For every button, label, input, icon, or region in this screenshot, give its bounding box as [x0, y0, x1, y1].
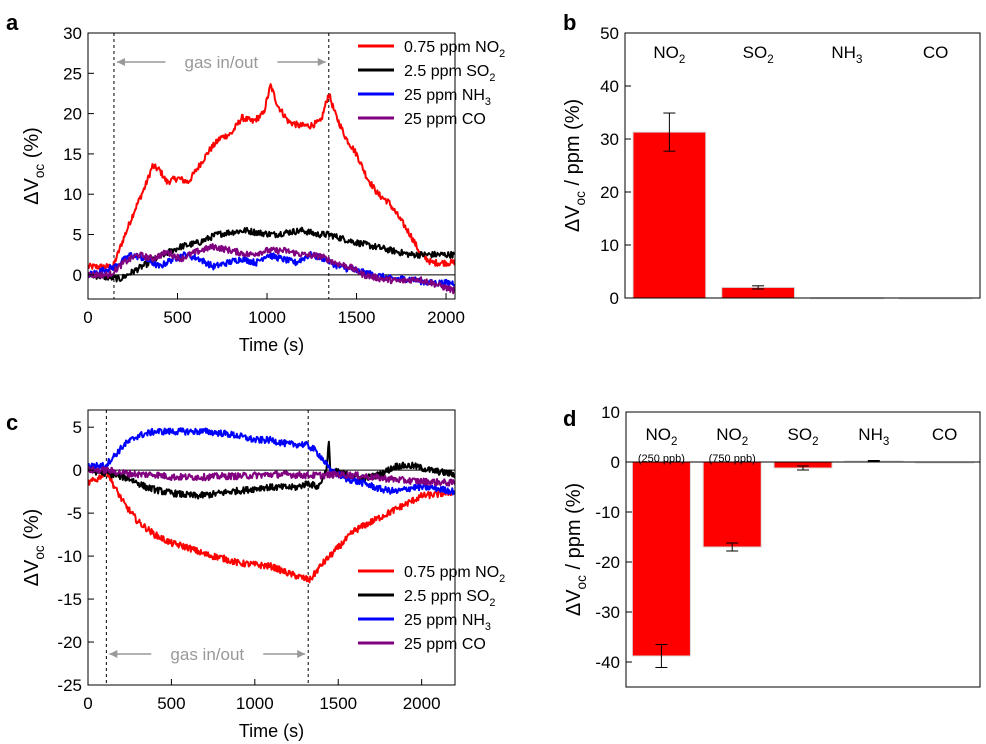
arrow-head — [109, 650, 118, 658]
category-label: NH3 — [831, 43, 862, 66]
legend-label: 25 ppm NH3 — [404, 87, 491, 108]
x-tick-label: 0 — [83, 694, 92, 713]
y-axis-label: ΔVoc (%) — [21, 127, 47, 205]
y-tick-label: 20 — [600, 183, 619, 202]
legend-label: 2.5 ppm SO2 — [404, 588, 495, 609]
x-tick-label: 1500 — [319, 694, 357, 713]
category-label: NO2 — [653, 43, 685, 66]
category-label: CO — [932, 425, 958, 444]
y-tick-label: 50 — [600, 24, 619, 43]
x-tick-label: 1000 — [236, 694, 274, 713]
y-tick-label: -30 — [595, 603, 620, 622]
annotation-text: gas in/out — [170, 645, 244, 664]
y-tick-label: 40 — [600, 77, 619, 96]
arrow-head — [317, 58, 326, 66]
y-tick-label: 10 — [63, 185, 82, 204]
category-note: (250 ppb) — [638, 453, 685, 465]
y-tick-label: 5 — [73, 226, 82, 245]
category-label: NH3 — [858, 425, 889, 448]
y-tick-label: 0 — [73, 461, 82, 480]
arrow-head — [116, 58, 125, 66]
y-tick-label: -20 — [57, 633, 82, 652]
y-tick-label: 5 — [73, 418, 82, 437]
bar-2 — [702, 461, 762, 548]
category-label: NO2 — [716, 425, 748, 448]
x-tick-label: 1000 — [248, 308, 286, 327]
y-tick-label: 30 — [63, 24, 82, 43]
category-note: (750 ppb) — [709, 453, 756, 465]
chart-panel-a: 0 500 1000 1500 2000 0 5 10 15 20 25 30 Time (s) ΔVoc… — [21, 24, 505, 355]
legend-label: 25 ppm NH3 — [404, 612, 491, 633]
y-axis-label: ΔVoc (%) — [21, 509, 47, 587]
y-tick-label: -40 — [595, 653, 620, 672]
panel-label-d: d — [563, 406, 576, 431]
series-line-4 — [88, 243, 455, 295]
y-tick-label: 20 — [63, 105, 82, 124]
y-tick-label: 0 — [611, 453, 620, 472]
chart-panel-b: 0 10 20 30 40 50 ΔVoc / ppm (%) NO2 SO2 NH3 CO — [562, 24, 981, 308]
legend-label: 0.75 ppm NO2 — [404, 39, 505, 60]
bar-1 — [632, 131, 707, 299]
chart-panel-c: 0 500 1000 1500 2000 -25 -20 -15 -10 -5 0 5 Time (s)… — [21, 409, 505, 741]
category-label: NO2 — [645, 425, 677, 448]
annotation-text: gas in/out — [185, 53, 259, 72]
x-axis-label: Time (s) — [239, 335, 304, 355]
panel-label-c: c — [6, 410, 18, 435]
series-line-1 — [88, 83, 455, 271]
y-tick-label: -15 — [57, 590, 82, 609]
y-axis-label: ΔVoc / ppm (%) — [562, 99, 588, 232]
series-line-4 — [88, 466, 455, 487]
y-tick-label: 0 — [73, 266, 82, 285]
x-tick-label: 500 — [163, 308, 191, 327]
y-tick-label: -10 — [57, 547, 82, 566]
category-label: SO2 — [743, 43, 774, 66]
y-tick-label: 30 — [600, 130, 619, 149]
y-tick-label: 15 — [63, 145, 82, 164]
y-tick-label: 0 — [610, 289, 619, 308]
arrow-head — [297, 650, 306, 658]
x-tick-label: 500 — [157, 694, 185, 713]
x-tick-label: 0 — [83, 308, 92, 327]
category-label: SO2 — [788, 425, 819, 448]
legend-label: 2.5 ppm SO2 — [404, 63, 495, 84]
y-tick-label: -25 — [57, 676, 82, 695]
chart-panel-d: -40 -30 -20 -10 0 10 ΔVoc / ppm (%) NO2 (250 pp… — [563, 403, 981, 688]
y-tick-label: 10 — [601, 403, 620, 422]
bar-1 — [631, 461, 691, 657]
x-tick-label: 2000 — [427, 308, 465, 327]
y-axis-label: ΔVoc / ppm (%) — [563, 483, 589, 616]
series-line-2 — [88, 440, 455, 500]
category-label: CO — [923, 43, 949, 62]
x-tick-label: 2000 — [403, 694, 441, 713]
legend-label: 25 ppm CO — [404, 111, 486, 128]
x-axis-label: Time (s) — [239, 721, 304, 741]
legend-label: 0.75 ppm NO2 — [404, 564, 505, 585]
y-tick-label: 10 — [600, 236, 619, 255]
y-tick-label: -5 — [67, 504, 82, 523]
y-tick-label: -10 — [595, 503, 620, 522]
series-line-1 — [88, 466, 455, 584]
panel-label-a: a — [6, 10, 19, 35]
panel-label-b: b — [563, 10, 576, 35]
x-tick-label: 1500 — [338, 308, 376, 327]
y-tick-label: -20 — [595, 553, 620, 572]
y-tick-label: 25 — [63, 64, 82, 83]
legend-label: 25 ppm CO — [404, 636, 486, 653]
series-line-3 — [88, 427, 455, 496]
